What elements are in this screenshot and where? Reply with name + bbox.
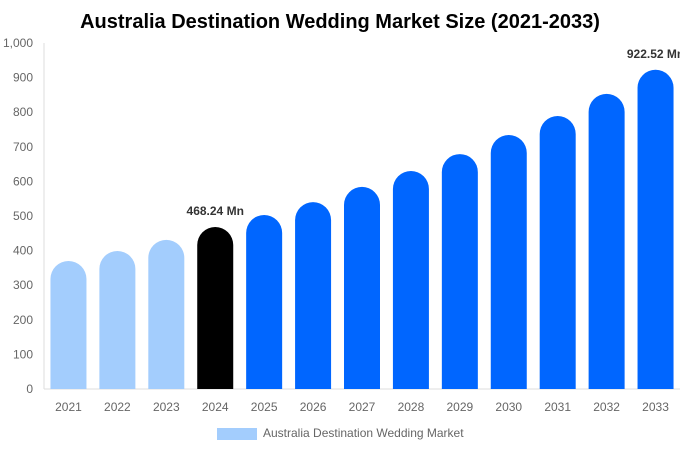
y-tick-label: 200 bbox=[13, 313, 33, 327]
x-tick-label: 2023 bbox=[153, 400, 180, 414]
legend-swatch bbox=[217, 428, 257, 440]
bar-2025[interactable] bbox=[246, 214, 283, 389]
y-tick-label: 700 bbox=[13, 140, 33, 154]
x-tick-label: 2026 bbox=[300, 400, 327, 414]
x-tick-label: 2029 bbox=[446, 400, 473, 414]
x-tick-label: 2027 bbox=[349, 400, 376, 414]
legend[interactable]: Australia Destination Wedding Market bbox=[217, 426, 464, 440]
y-tick-label: 0 bbox=[26, 382, 33, 396]
bar-2029[interactable] bbox=[441, 154, 478, 389]
x-tick-label: 2021 bbox=[55, 400, 82, 414]
bar-2032[interactable] bbox=[588, 93, 625, 389]
bar-2030[interactable] bbox=[490, 135, 527, 389]
x-tick-label: 2031 bbox=[544, 400, 571, 414]
bar-2021[interactable] bbox=[50, 260, 87, 389]
y-tick-label: 300 bbox=[13, 278, 33, 292]
legend-label: Australia Destination Wedding Market bbox=[263, 426, 464, 440]
chart-title: Australia Destination Wedding Market Siz… bbox=[80, 11, 600, 33]
x-tick-label: 2032 bbox=[593, 400, 620, 414]
bar-2027[interactable] bbox=[344, 186, 380, 389]
bar-2022[interactable] bbox=[99, 250, 136, 389]
bar-2023[interactable] bbox=[148, 239, 185, 389]
y-tick-label: 500 bbox=[13, 209, 33, 223]
bar-2024[interactable] bbox=[197, 226, 234, 389]
x-tick-label: 2025 bbox=[251, 400, 278, 414]
bar-2031[interactable] bbox=[539, 116, 576, 390]
x-tick-label: 2024 bbox=[202, 400, 229, 414]
y-tick-label: 400 bbox=[13, 244, 33, 258]
bar-2026[interactable] bbox=[295, 202, 332, 389]
data-label: 922.52 Mn bbox=[627, 47, 680, 61]
bar-2028[interactable] bbox=[392, 171, 429, 389]
bar-2033[interactable] bbox=[637, 69, 674, 390]
data-label: 468.24 Mn bbox=[187, 204, 244, 218]
data-labels: 468.24 Mn 922.52 Mn bbox=[187, 47, 680, 218]
x-axis: 2021 2022 2023 2024 2025 2026 2027 2028 2029 2030… bbox=[55, 400, 669, 414]
y-tick-label: 900 bbox=[13, 71, 33, 85]
y-tick-label: 100 bbox=[13, 347, 33, 361]
y-tick-label: 1,000 bbox=[3, 36, 33, 50]
x-tick-label: 2028 bbox=[398, 400, 425, 414]
y-tick-label: 800 bbox=[13, 105, 33, 119]
x-tick-label: 2022 bbox=[104, 400, 131, 414]
x-tick-label: 2033 bbox=[642, 400, 669, 414]
y-tick-label: 600 bbox=[13, 174, 33, 188]
x-tick-label: 2030 bbox=[495, 400, 522, 414]
bars bbox=[50, 69, 674, 390]
